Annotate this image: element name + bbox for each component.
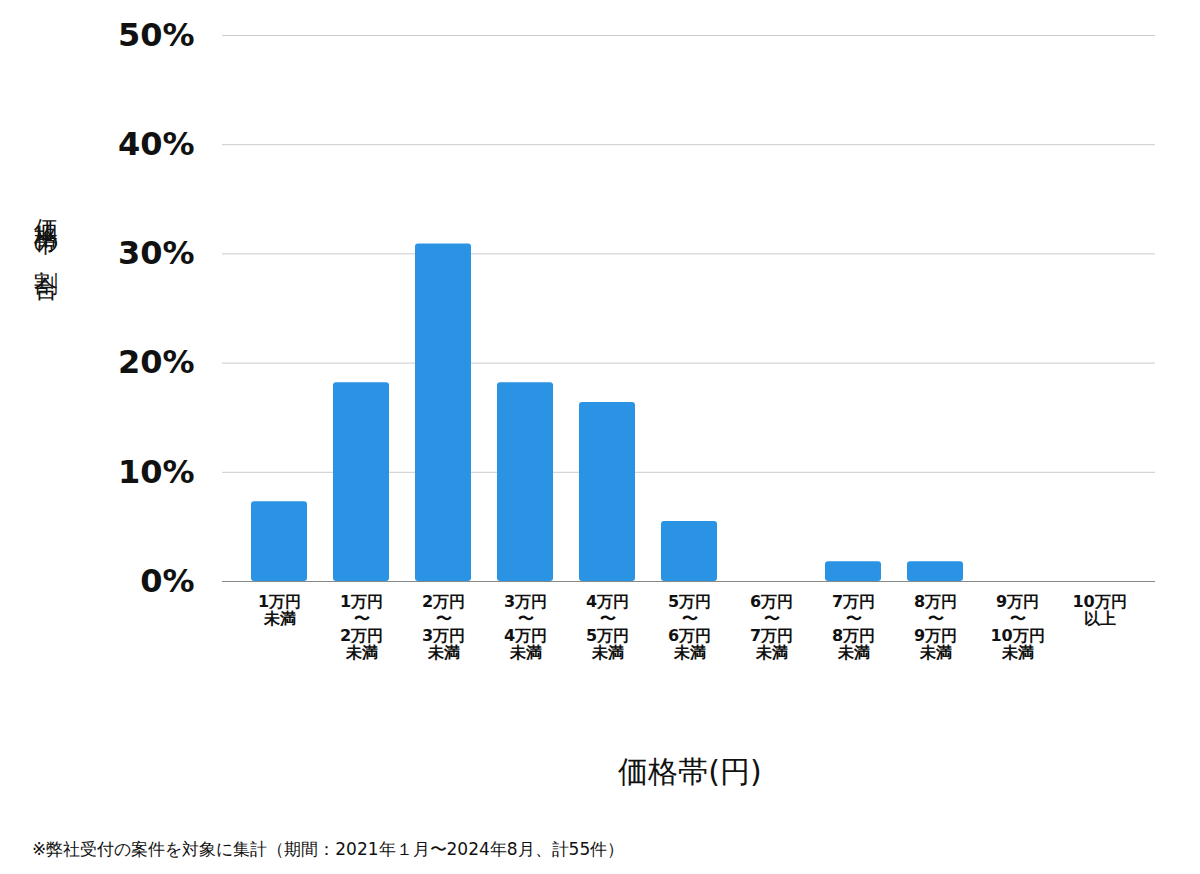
svg-text:1万円未満: 1万円未満 [258,592,301,628]
svg-text:1万円〜2万円未満: 1万円〜2万円未満 [340,592,383,661]
svg-text:3万円〜4万円未満: 3万円〜4万円未満 [504,592,547,661]
svg-text:5万円〜6万円未満: 5万円〜6万円未満 [668,592,711,661]
svg-text:10万円以上: 10万円以上 [1072,592,1126,628]
svg-text:30%: 30% [118,234,195,272]
svg-text:8万円〜9万円未満: 8万円〜9万円未満 [914,592,957,661]
html-text:※弊社受付の案件を対象に集計（期間：2021年１月〜2024: ※弊社受付の案件を対象に集計（期間：2021年１月〜2024年8月、計55件） [32,839,625,859]
html-text:価格帯の割合: 価格帯の割合 [32,200,60,263]
svg-text:40%: 40% [118,125,195,163]
svg-text:50%: 50% [118,16,195,54]
svg-text:20%: 20% [118,343,195,381]
svg-text:0%: 0% [140,562,194,600]
svg-text:4万円〜5万円未満: 4万円〜5万円未満 [586,592,629,661]
svg-text:9万円〜10万円未満: 9万円〜10万円未満 [990,592,1044,661]
svg-text:2万円〜3万円未満: 2万円〜3万円未満 [422,592,465,661]
svg-text:7万円〜8万円未満: 7万円〜8万円未満 [832,592,875,661]
svg-text:6万円〜7万円未満: 6万円〜7万円未満 [750,592,793,661]
html-text:価格帯(円): 価格帯(円) [618,754,762,789]
svg-text:10%: 10% [118,453,195,491]
